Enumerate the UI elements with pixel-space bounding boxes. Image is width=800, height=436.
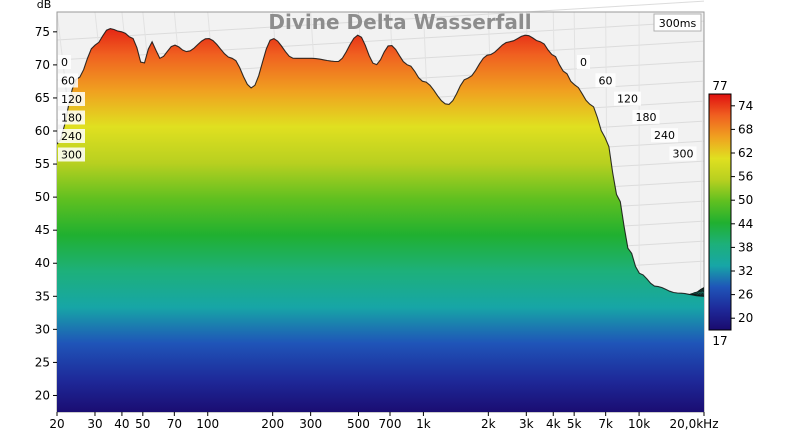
x-tick-label: 1k bbox=[416, 417, 431, 431]
colorbar-tick-label: 74 bbox=[738, 99, 753, 113]
time-tick-left: 240 bbox=[58, 129, 85, 143]
svg-text:180: 180 bbox=[636, 111, 657, 124]
time-tick-right: 240 bbox=[651, 128, 678, 142]
time-tick-right: 0 bbox=[577, 55, 590, 69]
x-tick-label: 30 bbox=[87, 417, 102, 431]
colorbar-tick-label: 56 bbox=[738, 170, 753, 184]
time-tick-right: 300 bbox=[670, 147, 697, 161]
y-tick-label: 60 bbox=[35, 124, 50, 138]
y-tick-label: 35 bbox=[35, 289, 50, 303]
svg-text:120: 120 bbox=[61, 93, 82, 106]
y-tick-label: 70 bbox=[35, 58, 50, 72]
y-tick-label: 65 bbox=[35, 91, 50, 105]
svg-text:180: 180 bbox=[61, 112, 82, 125]
colorbar-min-label: 17 bbox=[712, 334, 727, 348]
time-tick-left: 180 bbox=[58, 111, 85, 125]
svg-text:0: 0 bbox=[61, 56, 68, 69]
colorbar-tick-label: 68 bbox=[738, 122, 753, 136]
svg-text:300: 300 bbox=[673, 148, 694, 161]
x-tick-label: 300 bbox=[299, 417, 322, 431]
svg-text:60: 60 bbox=[61, 75, 75, 88]
colorbar-max-label: 77 bbox=[712, 79, 727, 93]
x-tick-label: 50 bbox=[135, 417, 150, 431]
y-tick-label: 45 bbox=[35, 223, 50, 237]
y-tick-label: 30 bbox=[35, 322, 50, 336]
x-tick-label: 7k bbox=[598, 417, 613, 431]
colorbar: 77 17 74 68 62 56 50 44 38 32 26 20 bbox=[709, 79, 753, 348]
x-tick-label: 2k bbox=[481, 417, 496, 431]
svg-text:300: 300 bbox=[61, 149, 82, 162]
x-tick-label: 20 bbox=[49, 417, 64, 431]
colorbar-tick-label: 20 bbox=[738, 311, 753, 325]
time-tick-right: 180 bbox=[633, 110, 660, 124]
x-tick-label: 70 bbox=[167, 417, 182, 431]
svg-text:240: 240 bbox=[654, 129, 675, 142]
y-tick-label: 20 bbox=[35, 388, 50, 402]
colorbar-tick-label: 44 bbox=[738, 217, 753, 231]
time-tick-left: 300 bbox=[58, 148, 85, 162]
x-tick-label: 5k bbox=[567, 417, 582, 431]
y-tick-label: 50 bbox=[35, 190, 50, 204]
y-tick-label: 55 bbox=[35, 157, 50, 171]
x-tick-label: 200 bbox=[261, 417, 284, 431]
x-tick-label: 10k bbox=[628, 417, 650, 431]
time-label-box: 300ms bbox=[654, 14, 701, 31]
colorbar-tick-label: 26 bbox=[738, 288, 753, 302]
svg-text:0: 0 bbox=[580, 56, 587, 69]
x-tick-label: 20,0kHz bbox=[670, 417, 719, 431]
y-tick-label: 40 bbox=[35, 256, 50, 270]
svg-text:120: 120 bbox=[617, 93, 638, 106]
colorbar-tick-label: 32 bbox=[738, 264, 753, 278]
y-tick-label: 75 bbox=[35, 25, 50, 39]
x-tick-label: 3k bbox=[519, 417, 534, 431]
time-tick-right: 120 bbox=[614, 92, 641, 106]
colorbar-tick-label: 50 bbox=[738, 193, 753, 207]
x-tick-label: 40 bbox=[114, 417, 129, 431]
y-axis-label: dB bbox=[37, 0, 52, 11]
x-tick-label: 4k bbox=[546, 417, 561, 431]
colorbar-gradient bbox=[709, 94, 731, 330]
time-tick-right: 60 bbox=[596, 73, 616, 87]
x-tick-label: 700 bbox=[379, 417, 402, 431]
x-tick-label: 100 bbox=[196, 417, 219, 431]
svg-text:240: 240 bbox=[61, 130, 82, 143]
time-label: 300ms bbox=[659, 17, 697, 30]
x-axis-ticks: 20 30 40 50 70 100 200 300 500 700 1k 2k 3k 4k 5k 7k 10k… bbox=[49, 412, 718, 431]
time-tick-left: 60 bbox=[58, 74, 78, 88]
colorbar-tick-label: 62 bbox=[738, 146, 753, 160]
chart-title: Divine Delta Wasserfall bbox=[268, 10, 531, 34]
time-tick-left: 120 bbox=[58, 92, 85, 106]
time-tick-left: 0 bbox=[58, 55, 71, 69]
svg-text:60: 60 bbox=[599, 74, 613, 87]
y-tick-label: 25 bbox=[35, 355, 50, 369]
x-tick-label: 500 bbox=[347, 417, 370, 431]
y-axis-ticks: 20 25 30 35 40 45 50 55 60 65 70 75 bbox=[35, 25, 57, 403]
colorbar-tick-label: 38 bbox=[738, 240, 753, 254]
